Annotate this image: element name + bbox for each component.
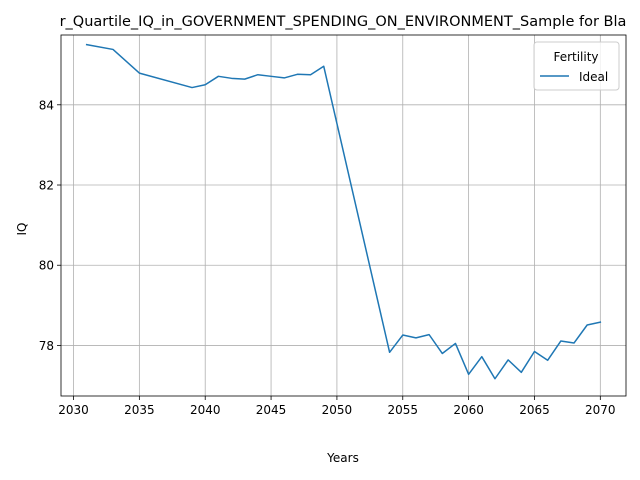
- x-tick-label: 2040: [190, 403, 221, 417]
- legend: Fertility Ideal: [533, 41, 620, 91]
- legend-label-ideal: Ideal: [579, 70, 608, 84]
- x-tick-label: 2070: [585, 403, 616, 417]
- x-tick-label: 2045: [256, 403, 287, 417]
- y-tick-label: 82: [39, 179, 54, 193]
- x-tick-label: 2065: [519, 403, 550, 417]
- y-tick-label: 84: [39, 98, 54, 112]
- series-line-ideal: [85, 43, 602, 380]
- x-tick-label: 2060: [453, 403, 484, 417]
- y-tick-label: 80: [39, 259, 54, 273]
- y-axis-label: IQ: [15, 223, 29, 236]
- plot-frame: [60, 34, 627, 397]
- grid: [61, 35, 626, 396]
- y-tick-label: 78: [39, 339, 54, 353]
- x-axis: 2030 2035 2040 2045 2050 2055 2060 2065 2070: [58, 396, 616, 417]
- x-tick-label: 2035: [124, 403, 155, 417]
- x-axis-label: Years: [326, 451, 359, 465]
- legend-box: [533, 41, 620, 91]
- x-tick-label: 2055: [387, 403, 418, 417]
- legend-title: Fertility: [553, 50, 598, 64]
- plot-area: [61, 35, 626, 396]
- x-tick-label: 2050: [322, 403, 353, 417]
- x-tick-label: 2030: [58, 403, 89, 417]
- chart-title: r_Quartile_IQ_in_GOVERNMENT_SPENDING_ON_…: [60, 14, 627, 30]
- series-layer: [85, 43, 602, 380]
- y-axis: 78 80 82 84: [39, 98, 61, 353]
